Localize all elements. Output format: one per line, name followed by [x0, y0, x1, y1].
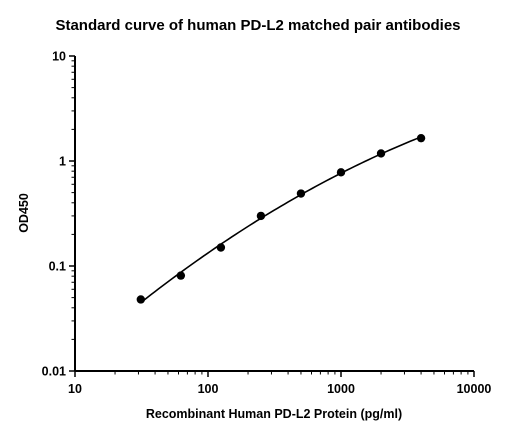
y-tick-label: 0.1	[49, 260, 66, 274]
data-point	[416, 133, 426, 143]
x-tick-label: 1000	[327, 382, 355, 396]
x-tick-label: 10	[68, 382, 82, 396]
data-point	[216, 243, 226, 252]
chart-title: Standard curve of human PD-L2 matched pa…	[55, 17, 460, 34]
tick-labels: 10 100 1000 10000 0.01 0.1 1 10	[42, 50, 492, 397]
y-tick-label: 1	[59, 155, 66, 169]
x-tick-label: 10000	[457, 382, 492, 396]
x-tick-label: 100	[198, 382, 219, 396]
y-tick-label: 0.01	[42, 365, 66, 379]
data-point	[376, 149, 386, 158]
data-point	[136, 295, 146, 304]
data-point	[256, 211, 266, 221]
x-axis-label: Recombinant Human PD-L2 Protein (pg/ml)	[146, 407, 402, 421]
y-tick-label: 10	[52, 50, 66, 64]
data-point	[336, 168, 346, 177]
fit-curve	[140, 136, 422, 304]
ticks	[69, 55, 475, 377]
data-point	[176, 271, 186, 280]
data-points	[136, 133, 426, 304]
axes	[74, 56, 474, 372]
data-point	[296, 189, 306, 198]
y-axis-label: OD450	[17, 193, 31, 233]
